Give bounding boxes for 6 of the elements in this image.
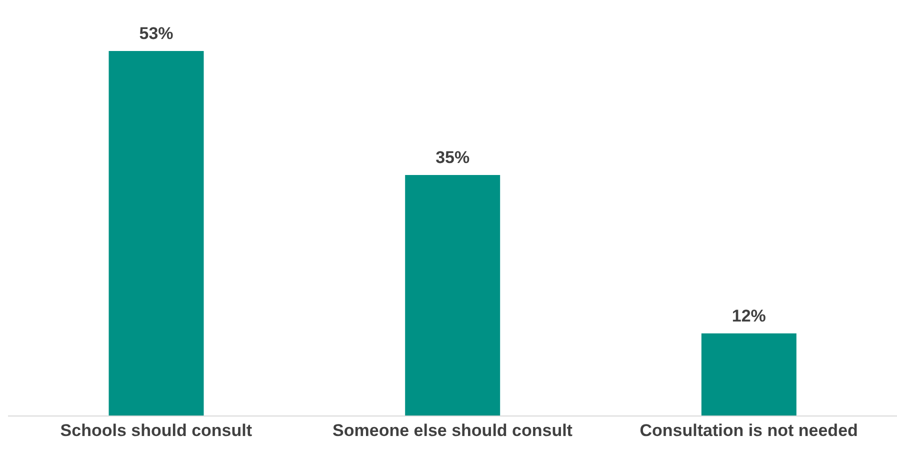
x-tick-label: Someone else should consult (332, 421, 573, 440)
x-tick-label: Schools should consult (60, 421, 252, 440)
data-label: 12% (732, 306, 766, 326)
x-tick-label: Consultation is not needed (640, 421, 858, 440)
data-label: 53% (139, 24, 174, 43)
data-label: 35% (436, 148, 470, 167)
